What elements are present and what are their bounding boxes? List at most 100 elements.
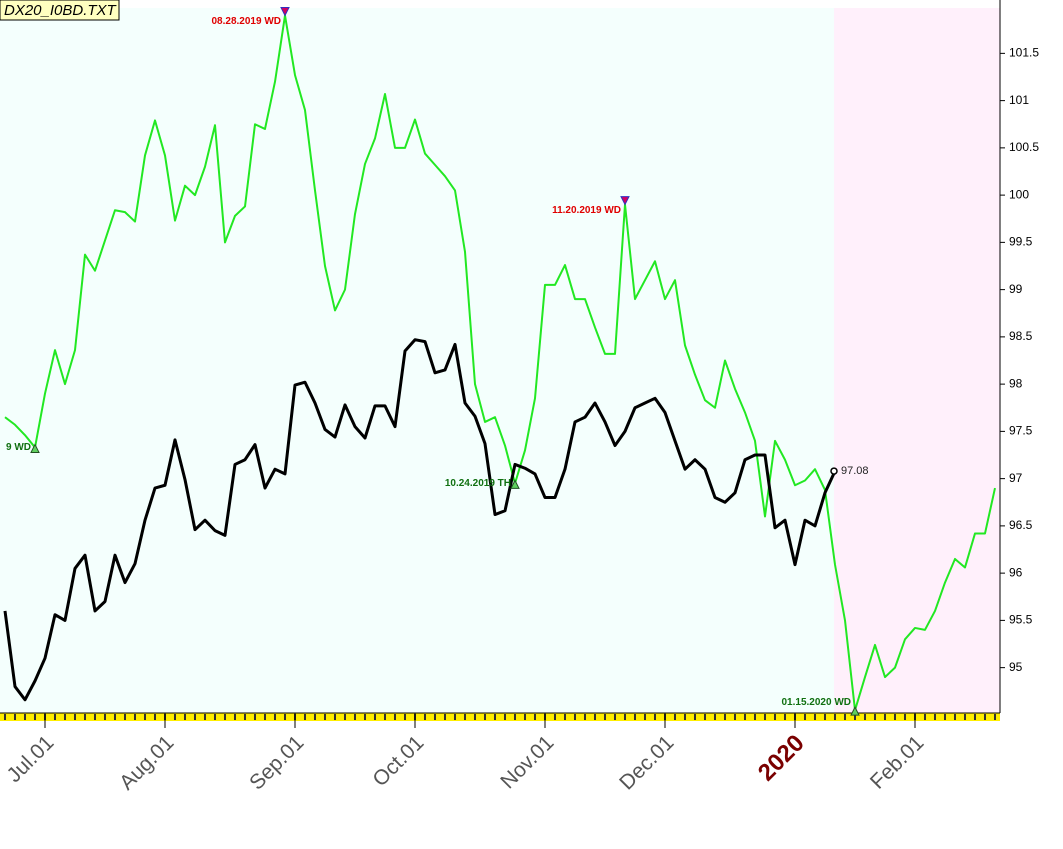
x-minor-tick (114, 714, 116, 720)
chart-title: DX20_I0BD.TXT (4, 2, 118, 19)
x-minor-tick (354, 714, 356, 720)
x-minor-tick (594, 714, 596, 720)
x-minor-tick (404, 714, 406, 720)
x-tick-label: 2020 (753, 730, 810, 787)
last-value-label: 97.08 (841, 465, 869, 477)
x-minor-tick (844, 714, 846, 720)
x-minor-tick (244, 714, 246, 720)
y-tick-label: 98 (1009, 376, 1023, 390)
last-value-marker (830, 467, 838, 475)
x-minor-tick (724, 714, 726, 720)
x-minor-tick (74, 714, 76, 720)
x-minor-tick (604, 714, 606, 720)
x-minor-tick (704, 714, 706, 720)
x-minor-tick (104, 714, 106, 720)
x-minor-tick (774, 714, 776, 720)
y-tick-label: 97.5 (1009, 424, 1033, 438)
x-tick-label: Nov.01 (496, 731, 558, 793)
x-minor-tick (194, 714, 196, 720)
x-minor-tick (324, 714, 326, 720)
x-minor-tick (564, 714, 566, 720)
x-minor-tick (214, 714, 216, 720)
x-minor-tick (424, 714, 426, 720)
x-minor-tick (894, 714, 896, 720)
x-minor-tick (714, 714, 716, 720)
x-minor-tick (264, 714, 266, 720)
x-minor-tick (584, 714, 586, 720)
x-minor-tick (674, 714, 676, 720)
x-minor-tick (284, 714, 286, 720)
x-minor-tick (84, 714, 86, 720)
x-minor-tick (994, 714, 996, 720)
high-marker (280, 7, 290, 17)
x-minor-tick (974, 714, 976, 720)
x-minor-tick (94, 714, 96, 720)
y-tick-label: 95 (1009, 660, 1023, 674)
x-minor-tick (814, 714, 816, 720)
x-minor-tick (184, 714, 186, 720)
x-minor-tick (534, 714, 536, 720)
y-tick-label: 96.5 (1009, 518, 1033, 532)
x-minor-tick (364, 714, 366, 720)
x-minor-tick (904, 714, 906, 720)
y-tick-label: 100.5 (1009, 140, 1039, 154)
x-minor-tick (204, 714, 206, 720)
x-minor-tick (254, 714, 256, 720)
annotation: 01.15.2020 WD (782, 697, 852, 708)
x-minor-tick (454, 714, 456, 720)
x-minor-tick (934, 714, 936, 720)
y-tick-label: 99.5 (1009, 235, 1033, 249)
x-minor-tick (514, 714, 516, 720)
x-minor-tick (234, 714, 236, 720)
x-minor-tick (484, 714, 486, 720)
x-minor-tick (824, 714, 826, 720)
y-tick-label: 96 (1009, 565, 1023, 579)
x-minor-tick (884, 714, 886, 720)
x-minor-tick (314, 714, 316, 720)
x-minor-tick (174, 714, 176, 720)
y-tick-label: 101 (1009, 93, 1029, 107)
x-minor-tick (24, 714, 26, 720)
x-minor-tick (14, 714, 16, 720)
y-tick-label: 101.5 (1009, 46, 1039, 60)
y-tick-label: 97 (1009, 471, 1023, 485)
x-minor-tick (984, 714, 986, 720)
projection-zone (834, 8, 1000, 713)
x-minor-tick (374, 714, 376, 720)
x-minor-tick (494, 714, 496, 720)
x-minor-tick (614, 714, 616, 720)
high-marker (620, 196, 630, 206)
x-minor-tick (954, 714, 956, 720)
x-minor-tick (754, 714, 756, 720)
x-tick-label: Jul.01 (3, 731, 59, 787)
x-tick-label: Sep.01 (245, 731, 308, 794)
x-minor-tick (384, 714, 386, 720)
x-minor-tick (154, 714, 156, 720)
x-minor-tick (624, 714, 626, 720)
x-axis-band (0, 713, 1000, 721)
x-minor-tick (804, 714, 806, 720)
annotation: 9 WD (6, 442, 31, 453)
x-minor-tick (834, 714, 836, 720)
x-minor-tick (504, 714, 506, 720)
x-minor-tick (684, 714, 686, 720)
x-minor-tick (944, 714, 946, 720)
low-marker (510, 479, 520, 489)
y-tick-label: 99 (1009, 282, 1023, 296)
x-minor-tick (524, 714, 526, 720)
x-minor-tick (644, 714, 646, 720)
series-line (3, 338, 837, 702)
x-minor-tick (864, 714, 866, 720)
x-minor-tick (134, 714, 136, 720)
x-minor-tick (144, 714, 146, 720)
annotation: 11.20.2019 WD (552, 205, 621, 216)
x-minor-tick (4, 714, 6, 720)
x-minor-tick (634, 714, 636, 720)
y-tick-label: 95.5 (1009, 613, 1033, 627)
y-tick-label: 98.5 (1009, 329, 1033, 343)
x-minor-tick (344, 714, 346, 720)
x-minor-tick (474, 714, 476, 720)
x-minor-tick (694, 714, 696, 720)
x-minor-tick (764, 714, 766, 720)
